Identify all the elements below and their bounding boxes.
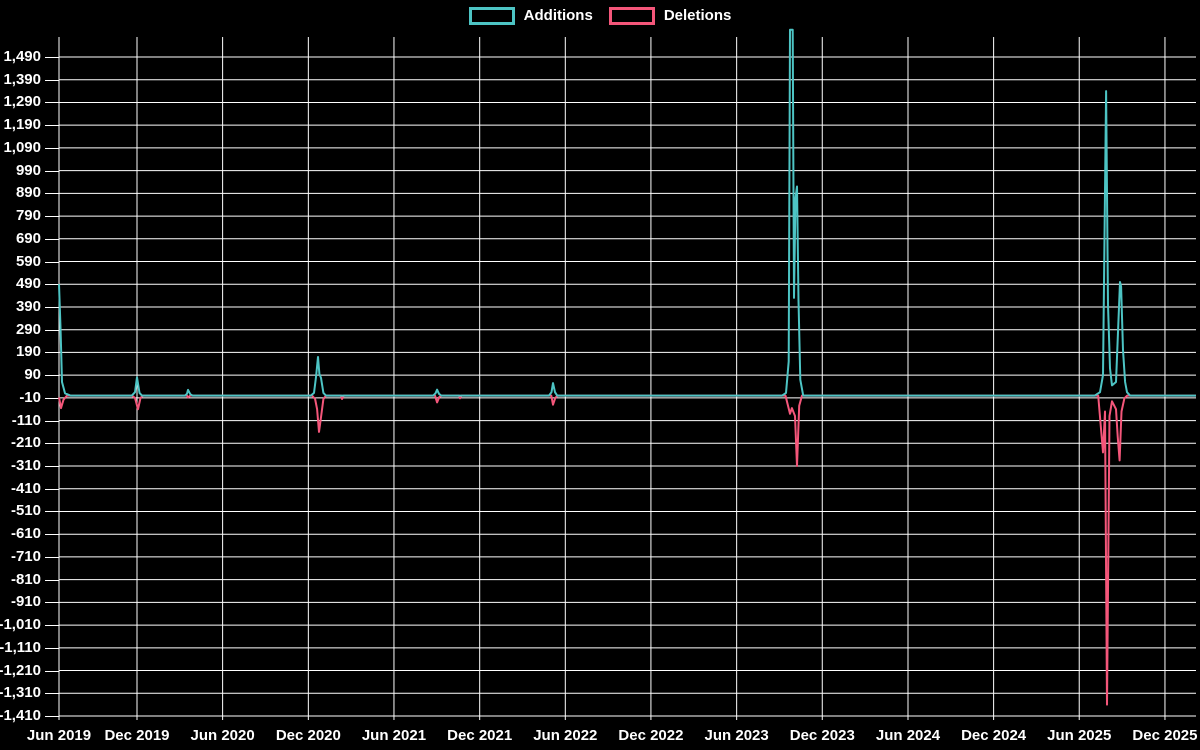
y-tick-label: -410	[10, 479, 41, 497]
x-tick-label: Jun 2025	[1047, 727, 1112, 744]
y-tick-label: 890	[15, 184, 41, 202]
y-tick-label: -1,110	[0, 638, 41, 656]
y-tick-mark	[45, 693, 59, 695]
y-tick-mark	[45, 488, 59, 490]
y-tick-mark	[45, 375, 59, 377]
y-tick-mark	[45, 420, 59, 422]
y-tick-mark	[45, 534, 59, 536]
y-tick-mark	[45, 625, 59, 627]
y-tick-label: 1,190	[3, 116, 41, 134]
y-tick-mark	[45, 79, 59, 81]
x-tick-label: Dec 2022	[618, 727, 684, 744]
y-tick-mark	[45, 170, 59, 172]
y-tick-mark	[45, 125, 59, 127]
y-tick-mark	[45, 670, 59, 672]
y-tick-label: 190	[15, 343, 41, 361]
y-tick-label: 1,490	[3, 48, 41, 65]
x-tick-label: Jun 2024	[875, 727, 941, 744]
y-tick-label: -1,210	[0, 661, 41, 679]
x-tick-label: Jun 2023	[704, 727, 769, 744]
x-tick-label: Dec 2020	[275, 727, 341, 744]
y-tick-mark	[45, 238, 59, 240]
y-tick-label: 1,290	[3, 93, 41, 111]
y-tick-mark	[45, 306, 59, 308]
additions-swatch-icon	[468, 7, 515, 25]
y-tick-label: 590	[15, 252, 41, 270]
y-tick-label: 390	[15, 297, 41, 315]
y-tick-mark	[45, 579, 59, 581]
y-axis: 1,490 1,390 1,290 1,190 1,090 990 890 790 690 590…	[0, 37, 59, 724]
y-tick-mark	[45, 443, 59, 445]
y-tick-label: -10	[19, 388, 41, 406]
y-tick-label: 990	[15, 161, 41, 179]
y-tick-mark	[45, 647, 59, 649]
legend-label-deletions: Deletions	[663, 7, 732, 24]
chart-canvas[interactable]	[58, 28, 1196, 720]
series-path-additions	[58, 28, 1196, 397]
y-tick-label: 790	[15, 207, 41, 225]
plot-area[interactable]	[58, 28, 1196, 720]
legend-item-deletions[interactable]: Deletions	[608, 7, 732, 25]
y-tick-mark	[45, 216, 59, 218]
y-tick-mark	[45, 466, 59, 468]
y-tick-label: -1,410	[0, 707, 41, 724]
y-tick-label: -1,010	[0, 616, 41, 634]
y-tick-label: -710	[10, 547, 41, 565]
legend-label-additions: Additions	[523, 7, 593, 24]
x-tick-label: Jun 2022	[533, 727, 598, 744]
y-tick-mark	[45, 716, 59, 717]
y-tick-label: 290	[15, 320, 41, 338]
x-tick-label: Jun 2021	[361, 727, 427, 744]
chart-legend: Additions Deletions	[0, 7, 1200, 25]
deletions-swatch-icon	[608, 7, 655, 25]
y-tick-label: 490	[15, 275, 41, 293]
y-tick-mark	[45, 397, 59, 399]
y-tick-mark	[45, 284, 59, 286]
y-tick-mark	[45, 57, 59, 58]
y-tick-label: 90	[24, 366, 41, 384]
x-tick-label: Dec 2025	[1132, 727, 1198, 744]
y-tick-mark	[45, 147, 59, 149]
y-tick-mark	[45, 329, 59, 331]
y-tick-label: -910	[10, 593, 41, 611]
x-tick-label: Dec 2019	[104, 727, 170, 744]
x-tick-label: Jun 2020	[190, 727, 255, 744]
x-tick-label: Dec 2023	[789, 727, 855, 744]
x-tick-label: Jun 2019	[26, 727, 92, 744]
y-tick-label: 1,090	[3, 138, 41, 156]
x-tick-label: Dec 2024	[961, 727, 1027, 744]
y-tick-label: -210	[10, 434, 41, 452]
y-tick-label: -110	[11, 411, 41, 429]
y-tick-mark	[45, 102, 59, 104]
y-tick-mark	[45, 352, 59, 354]
y-tick-mark	[45, 602, 59, 604]
y-tick-mark	[45, 193, 59, 195]
y-tick-label: 1,390	[3, 70, 41, 88]
y-tick-mark	[45, 511, 59, 513]
y-tick-label: -310	[10, 457, 41, 475]
x-axis: Jun 2019 Dec 2019 Jun 2020 Dec 2020 Jun 2021…	[27, 727, 1198, 749]
y-tick-label: -510	[10, 502, 41, 520]
series-path-deletions	[58, 394, 1196, 706]
x-tick-label: Dec 2021	[447, 727, 513, 744]
legend-item-additions[interactable]: Additions	[468, 7, 593, 25]
y-tick-label: 690	[15, 229, 41, 247]
y-tick-label: -610	[10, 525, 41, 543]
y-tick-mark	[45, 556, 59, 558]
y-tick-mark	[45, 261, 59, 263]
y-tick-label: -810	[10, 570, 41, 588]
y-tick-label: -1,310	[0, 684, 41, 702]
